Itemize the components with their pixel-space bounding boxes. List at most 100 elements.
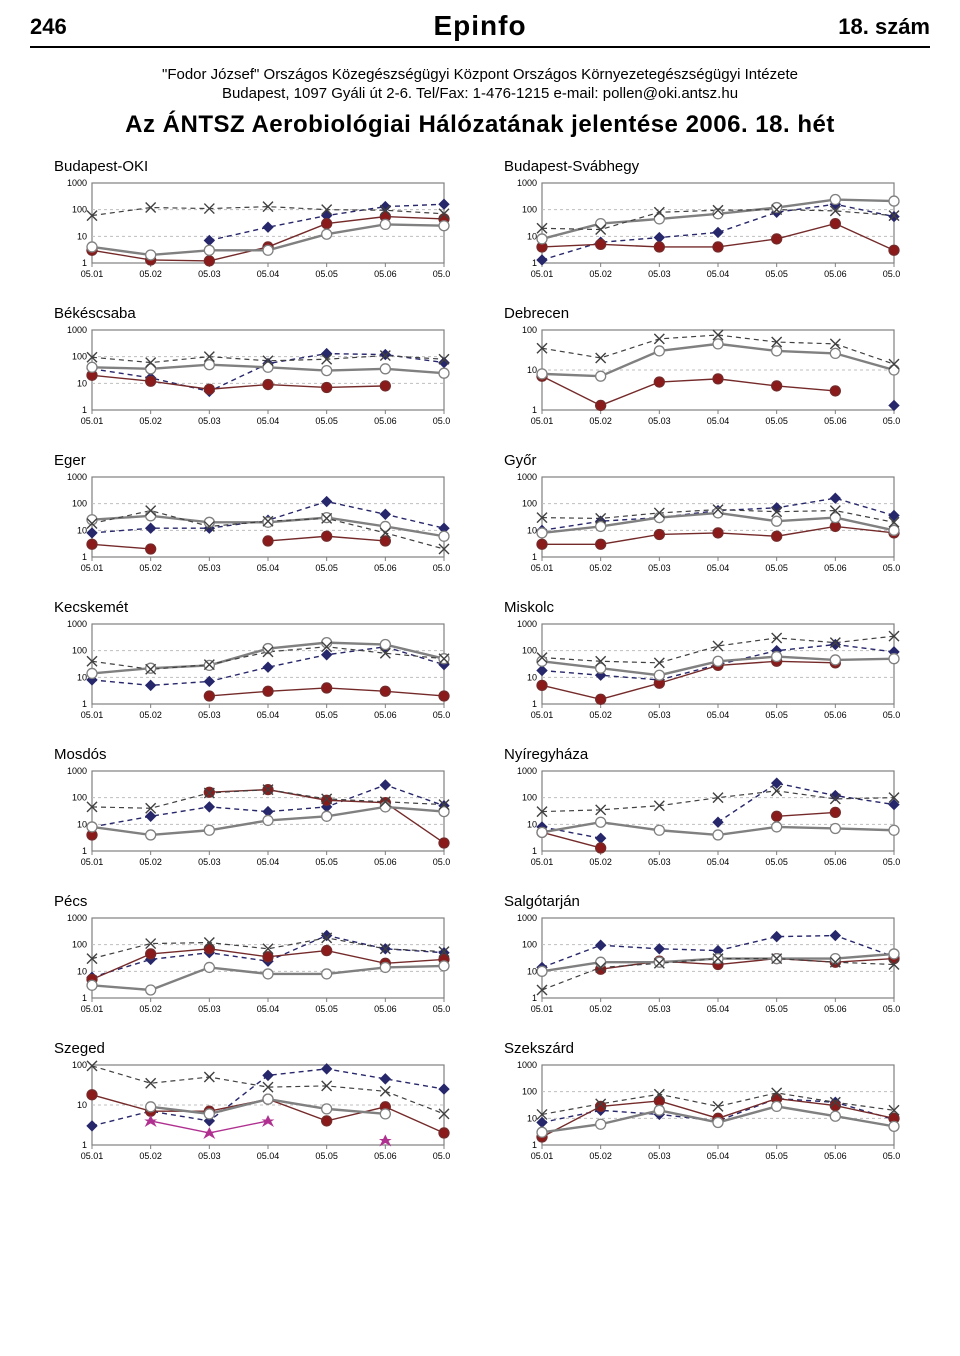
svg-text:05.06: 05.06 bbox=[374, 563, 397, 573]
chart-title: Mosdós bbox=[54, 746, 460, 763]
svg-text:05.06: 05.06 bbox=[824, 710, 847, 720]
svg-text:100: 100 bbox=[522, 792, 537, 802]
chart-title: Szekszárd bbox=[504, 1040, 910, 1057]
svg-text:05.03: 05.03 bbox=[648, 857, 671, 867]
svg-text:05.06: 05.06 bbox=[374, 857, 397, 867]
svg-text:05.05: 05.05 bbox=[315, 1151, 338, 1161]
svg-text:05.02: 05.02 bbox=[139, 857, 162, 867]
svg-text:05.02: 05.02 bbox=[139, 710, 162, 720]
svg-text:05.01: 05.01 bbox=[81, 563, 104, 573]
chart-cell: Győr110100100005.0105.0205.0305.0405.050… bbox=[500, 444, 910, 585]
chart-title: Debrecen bbox=[504, 305, 910, 322]
svg-text:10: 10 bbox=[77, 231, 87, 241]
svg-text:10: 10 bbox=[527, 966, 537, 976]
svg-text:05.07: 05.07 bbox=[883, 563, 900, 573]
chart-title: Budapest-OKI bbox=[54, 158, 460, 175]
chart-svg: 110100100005.0105.0205.0305.0405.0505.06… bbox=[500, 471, 900, 585]
svg-text:1000: 1000 bbox=[517, 472, 537, 482]
svg-text:05.03: 05.03 bbox=[648, 1151, 671, 1161]
svg-text:05.07: 05.07 bbox=[433, 563, 450, 573]
svg-text:10: 10 bbox=[527, 525, 537, 535]
svg-text:1000: 1000 bbox=[67, 178, 87, 188]
svg-text:05.07: 05.07 bbox=[433, 269, 450, 279]
svg-text:05.03: 05.03 bbox=[648, 269, 671, 279]
svg-text:1: 1 bbox=[532, 993, 537, 1003]
svg-text:1000: 1000 bbox=[67, 325, 87, 335]
svg-text:05.07: 05.07 bbox=[883, 416, 900, 426]
svg-text:1000: 1000 bbox=[517, 619, 537, 629]
svg-text:1000: 1000 bbox=[517, 1060, 537, 1070]
svg-text:05.05: 05.05 bbox=[315, 710, 338, 720]
chart-title: Eger bbox=[54, 452, 460, 469]
svg-text:10: 10 bbox=[77, 819, 87, 829]
intro-line-1: "Fodor József" Országos Közegészségügyi … bbox=[30, 66, 930, 85]
svg-text:10: 10 bbox=[527, 819, 537, 829]
svg-text:05.06: 05.06 bbox=[824, 563, 847, 573]
svg-text:10: 10 bbox=[77, 525, 87, 535]
svg-text:100: 100 bbox=[522, 939, 537, 949]
svg-text:1000: 1000 bbox=[517, 178, 537, 188]
svg-text:05.03: 05.03 bbox=[198, 269, 221, 279]
svg-text:05.04: 05.04 bbox=[707, 1004, 730, 1014]
intro-line-2: Budapest, 1097 Gyáli út 2-6. Tel/Fax: 1-… bbox=[30, 85, 930, 104]
chart-cell: Mosdós110100100005.0105.0205.0305.0405.0… bbox=[50, 738, 460, 879]
svg-text:1: 1 bbox=[532, 699, 537, 709]
svg-text:100: 100 bbox=[522, 498, 537, 508]
chart-title: Győr bbox=[504, 452, 910, 469]
svg-text:05.02: 05.02 bbox=[589, 416, 612, 426]
svg-text:100: 100 bbox=[72, 1060, 87, 1070]
svg-text:05.02: 05.02 bbox=[589, 563, 612, 573]
svg-text:05.01: 05.01 bbox=[531, 1151, 554, 1161]
svg-text:05.05: 05.05 bbox=[765, 416, 788, 426]
svg-text:05.01: 05.01 bbox=[531, 563, 554, 573]
svg-text:05.03: 05.03 bbox=[648, 710, 671, 720]
svg-text:05.03: 05.03 bbox=[198, 710, 221, 720]
svg-text:05.05: 05.05 bbox=[765, 1151, 788, 1161]
svg-text:05.01: 05.01 bbox=[81, 269, 104, 279]
svg-text:10: 10 bbox=[77, 378, 87, 388]
svg-text:05.01: 05.01 bbox=[81, 710, 104, 720]
svg-text:05.02: 05.02 bbox=[139, 563, 162, 573]
svg-text:05.03: 05.03 bbox=[648, 563, 671, 573]
svg-text:05.02: 05.02 bbox=[589, 1151, 612, 1161]
svg-text:05.01: 05.01 bbox=[531, 269, 554, 279]
svg-text:10: 10 bbox=[527, 365, 537, 375]
svg-text:100: 100 bbox=[522, 204, 537, 214]
svg-text:05.07: 05.07 bbox=[883, 1004, 900, 1014]
chart-cell: Budapest-OKI110100100005.0105.0205.0305.… bbox=[50, 150, 460, 291]
logo-text: Epinfo bbox=[433, 10, 526, 42]
chart-grid: Budapest-OKI 1 10 100 1000 05.01 05.02 05.03 05.… bbox=[30, 150, 930, 1173]
chart-cell: Kecskemét110100100005.0105.0205.0305.040… bbox=[50, 591, 460, 732]
chart-cell: Szekszárd110100100005.0105.0205.0305.040… bbox=[500, 1032, 910, 1173]
svg-text:1000: 1000 bbox=[67, 619, 87, 629]
svg-text:10: 10 bbox=[77, 672, 87, 682]
svg-text:05.01: 05.01 bbox=[531, 710, 554, 720]
svg-text:05.04: 05.04 bbox=[707, 269, 730, 279]
svg-text:05.04: 05.04 bbox=[707, 857, 730, 867]
svg-text:05.02: 05.02 bbox=[589, 710, 612, 720]
svg-text:05.07: 05.07 bbox=[883, 857, 900, 867]
svg-text:05.06: 05.06 bbox=[374, 1004, 397, 1014]
svg-text:05.01: 05.01 bbox=[81, 1004, 104, 1014]
svg-text:05.05: 05.05 bbox=[765, 710, 788, 720]
svg-text:05.02: 05.02 bbox=[139, 269, 162, 279]
svg-text:05.05: 05.05 bbox=[315, 857, 338, 867]
chart-title: Kecskemét bbox=[54, 599, 460, 616]
chart-title: Budapest-Svábhegy bbox=[504, 158, 910, 175]
svg-text:10: 10 bbox=[527, 1113, 537, 1123]
svg-text:1000: 1000 bbox=[67, 472, 87, 482]
svg-text:05.01: 05.01 bbox=[531, 1004, 554, 1014]
svg-text:05.07: 05.07 bbox=[433, 416, 450, 426]
svg-text:05.02: 05.02 bbox=[139, 1004, 162, 1014]
chart-title: Nyíregyháza bbox=[504, 746, 910, 763]
svg-text:05.06: 05.06 bbox=[374, 1151, 397, 1161]
svg-text:05.05: 05.05 bbox=[315, 416, 338, 426]
svg-text:05.07: 05.07 bbox=[433, 1151, 450, 1161]
svg-text:05.04: 05.04 bbox=[707, 1151, 730, 1161]
svg-text:05.06: 05.06 bbox=[824, 857, 847, 867]
svg-text:05.02: 05.02 bbox=[139, 416, 162, 426]
svg-text:05.04: 05.04 bbox=[257, 416, 280, 426]
chart-cell: Pécs110100100005.0105.0205.0305.0405.050… bbox=[50, 885, 460, 1026]
svg-text:1: 1 bbox=[82, 993, 87, 1003]
svg-text:05.01: 05.01 bbox=[531, 416, 554, 426]
